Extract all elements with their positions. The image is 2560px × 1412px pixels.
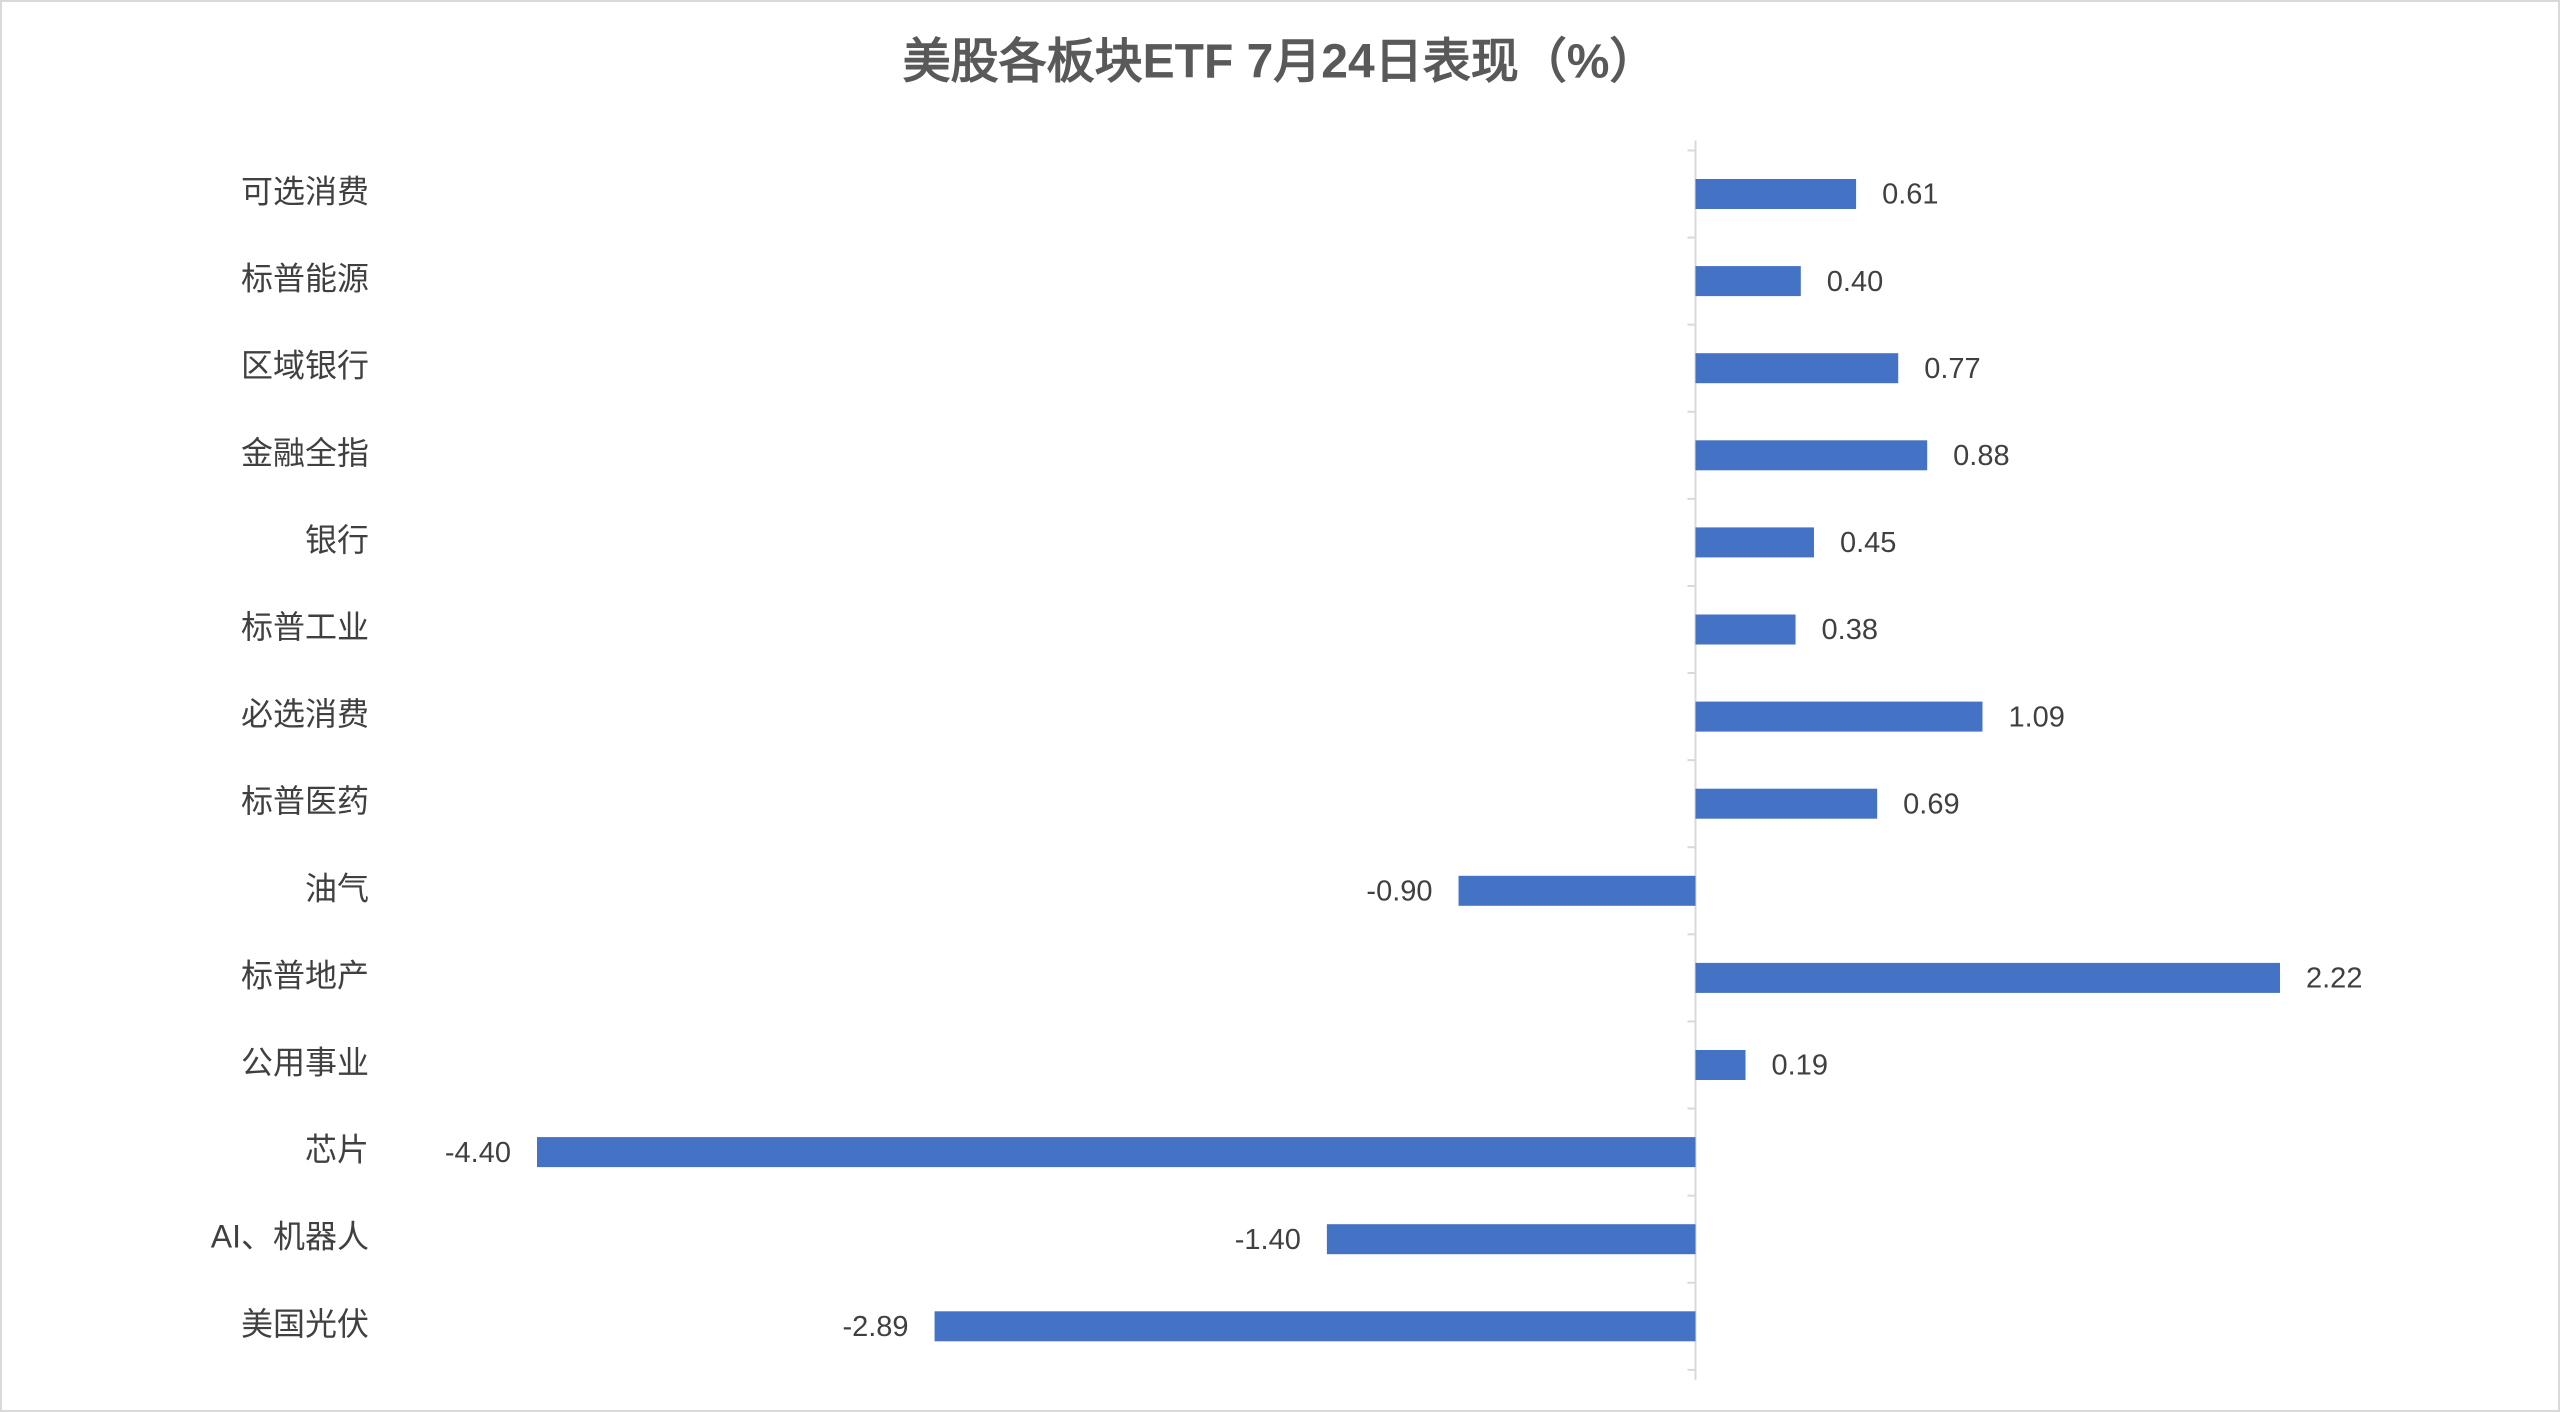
category-label: 公用事业 [241, 1044, 369, 1080]
bar [537, 1137, 1696, 1168]
bar [1695, 1050, 1746, 1080]
bar [1326, 1224, 1696, 1255]
bar [1695, 440, 1928, 471]
category-label: 区域银行 [241, 348, 369, 384]
value-label: 0.19 [1772, 1050, 1828, 1082]
bar [1695, 788, 1878, 819]
bar [1695, 962, 2280, 993]
category-label: 标普医药 [241, 783, 369, 819]
category-label: 必选消费 [241, 696, 369, 732]
value-label: 0.38 [1822, 614, 1878, 646]
value-label: 0.45 [1840, 527, 1896, 559]
bar [1695, 614, 1796, 645]
category-label: 可选消费 [241, 173, 369, 209]
value-label: 0.88 [1953, 440, 2009, 472]
bar [1695, 701, 1983, 732]
bar [1695, 353, 1899, 384]
value-label: -0.90 [1366, 875, 1432, 907]
bar [1695, 527, 1814, 558]
value-label: 1.09 [2008, 701, 2064, 733]
value-label: -1.40 [1235, 1224, 1301, 1256]
chart-title: 美股各板块ETF 7月24日表现（%） [903, 36, 1658, 89]
value-label: 0.61 [1882, 179, 1938, 211]
category-label: 银行 [305, 522, 369, 558]
category-label: 美国光伏 [241, 1306, 369, 1342]
category-label: 标普能源 [241, 261, 369, 297]
category-label: 金融全指 [241, 435, 369, 471]
value-label: -4.40 [445, 1137, 511, 1169]
bar [934, 1311, 1696, 1342]
bar [1458, 875, 1696, 906]
category-label: 标普地产 [241, 957, 369, 993]
category-label: 标普工业 [241, 609, 369, 645]
bar [1695, 266, 1801, 297]
value-label: 0.69 [1903, 788, 1959, 820]
value-label: 0.77 [1924, 353, 1980, 385]
value-label: 2.22 [2306, 963, 2362, 995]
value-label: -2.89 [842, 1311, 908, 1343]
category-label: 芯片 [305, 1132, 369, 1168]
bar [1695, 179, 1857, 209]
category-label: AI、机器人 [211, 1219, 369, 1255]
category-label: 油气 [305, 870, 369, 906]
value-label: 0.40 [1827, 266, 1883, 298]
